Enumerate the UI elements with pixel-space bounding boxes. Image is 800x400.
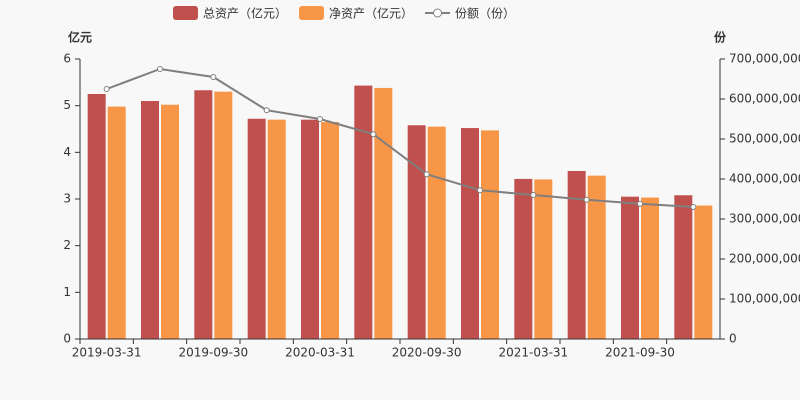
- bar: [481, 130, 499, 339]
- y-tick-label: 1: [63, 285, 71, 299]
- bar: [354, 85, 373, 339]
- bar: [534, 179, 553, 339]
- bar: [161, 104, 179, 339]
- bar: [587, 175, 606, 339]
- bar: [674, 195, 693, 339]
- x-tick-label: 2021-03-31: [498, 346, 568, 360]
- bar: [694, 205, 713, 339]
- y2-tick-label: 700,000,000: [729, 52, 800, 66]
- line-point: [690, 204, 697, 210]
- bar: [194, 90, 213, 340]
- bar: [301, 119, 319, 340]
- y-tick-label: 4: [63, 145, 71, 159]
- x-tick-label: 2019-09-30: [178, 346, 248, 360]
- bar: [214, 91, 233, 340]
- y-axis-title: 亿元: [68, 30, 92, 45]
- bar: [321, 122, 339, 339]
- bar: [87, 94, 106, 339]
- bar: [567, 171, 586, 339]
- y-tick-label: 3: [63, 192, 71, 206]
- line-point: [317, 116, 323, 122]
- line-point: [637, 200, 643, 207]
- bar: [427, 126, 446, 340]
- legend-label: 总资产（亿元）: [203, 6, 287, 21]
- bar: [407, 125, 426, 340]
- line-point: [210, 74, 217, 80]
- line-point: [477, 187, 483, 194]
- bar: [374, 87, 393, 339]
- bar: [461, 128, 479, 339]
- legend-swatch: [433, 8, 443, 18]
- y2-axis-title: 份: [714, 30, 727, 45]
- line-point: [423, 171, 430, 178]
- bar: [621, 196, 639, 339]
- y2-tick-label: 200,000,000: [729, 252, 800, 266]
- bar: [107, 106, 126, 339]
- line-point: [157, 66, 163, 72]
- bar: [641, 197, 659, 339]
- y2-tick-label: 400,000,000: [729, 172, 800, 186]
- x-tick-label: 2021-09-30: [605, 346, 675, 360]
- y2-tick-label: 300,000,000: [729, 212, 800, 226]
- line-point: [103, 86, 110, 92]
- bar: [514, 178, 533, 339]
- y2-tick-label: 500,000,000: [729, 132, 800, 146]
- y-tick-label: 5: [63, 98, 71, 112]
- line-point: [583, 196, 590, 203]
- line-point: [530, 192, 537, 198]
- legend-label: 净资产（亿元）: [329, 6, 413, 21]
- x-tick-label: 2020-03-31: [285, 346, 355, 360]
- y-tick-label: 2: [63, 238, 71, 252]
- y-tick-label: 6: [63, 52, 71, 66]
- line: [106, 67, 694, 208]
- y2-tick-label: 100,000,000: [729, 292, 800, 306]
- legend-label: 份额（份）: [455, 7, 515, 21]
- x-tick-label: 2019-03-31: [72, 346, 142, 360]
- bar: [141, 101, 159, 339]
- y-tick-label: 0: [63, 332, 71, 346]
- y2-tick-label: 600,000,000: [729, 92, 800, 106]
- y2-tick-label: 0: [729, 332, 737, 346]
- line-point: [263, 107, 270, 114]
- line-point: [370, 131, 377, 138]
- legend-swatch: [173, 6, 198, 20]
- bar: [247, 118, 266, 339]
- legend-swatch: [299, 6, 325, 20]
- bar: [267, 119, 286, 340]
- x-tick-label: 2020-09-30: [392, 346, 462, 360]
